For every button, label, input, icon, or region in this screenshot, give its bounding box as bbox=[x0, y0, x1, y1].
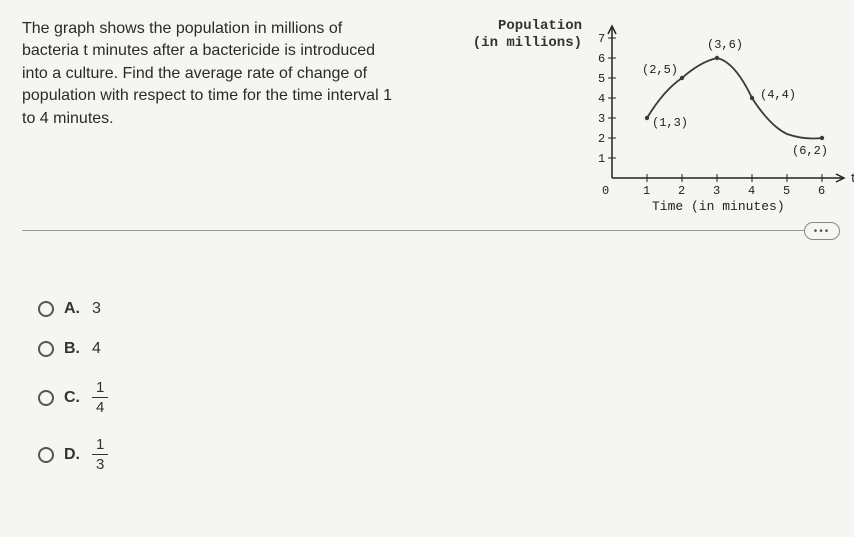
svg-text:3: 3 bbox=[598, 112, 605, 126]
radio-icon[interactable] bbox=[38, 390, 54, 406]
option-label: C. bbox=[64, 389, 82, 407]
x-axis-label: Time (in minutes) bbox=[652, 199, 785, 214]
svg-text:4: 4 bbox=[748, 184, 755, 198]
svg-text:2: 2 bbox=[598, 132, 605, 146]
numerator: 1 bbox=[92, 380, 108, 398]
option-d[interactable]: D. 1 3 bbox=[38, 437, 108, 472]
svg-text:7: 7 bbox=[598, 32, 605, 46]
fraction: 1 3 bbox=[92, 437, 108, 472]
svg-text:2: 2 bbox=[678, 184, 685, 198]
svg-text:6: 6 bbox=[598, 52, 605, 66]
population-chart: t 1 2 3 4 5 6 7 1 2 3 4 5 6 0 bbox=[592, 18, 854, 218]
svg-text:(6,2): (6,2) bbox=[792, 144, 828, 158]
svg-text:(4,4): (4,4) bbox=[760, 88, 796, 102]
svg-text:(1,3): (1,3) bbox=[652, 116, 688, 130]
option-a[interactable]: A. 3 bbox=[38, 300, 108, 318]
radio-icon[interactable] bbox=[38, 341, 54, 357]
option-value: 4 bbox=[92, 340, 101, 358]
svg-text:1: 1 bbox=[643, 184, 650, 198]
fraction: 1 4 bbox=[92, 380, 108, 415]
option-label: D. bbox=[64, 446, 82, 464]
answer-options: A. 3 B. 4 C. 1 4 D. 1 3 bbox=[38, 300, 108, 494]
svg-text:4: 4 bbox=[598, 92, 605, 106]
svg-text:3: 3 bbox=[713, 184, 720, 198]
y-label-line2: (in millions) bbox=[473, 35, 582, 51]
svg-text:6: 6 bbox=[818, 184, 825, 198]
denominator: 3 bbox=[96, 455, 104, 472]
radio-icon[interactable] bbox=[38, 301, 54, 317]
numerator: 1 bbox=[92, 437, 108, 455]
question-text: The graph shows the population in millio… bbox=[22, 18, 392, 130]
denominator: 4 bbox=[96, 398, 104, 415]
more-button[interactable]: ••• bbox=[804, 222, 840, 240]
svg-text:(3,6): (3,6) bbox=[707, 38, 743, 52]
option-b[interactable]: B. 4 bbox=[38, 340, 108, 358]
radio-icon[interactable] bbox=[38, 447, 54, 463]
svg-text:1: 1 bbox=[598, 152, 605, 166]
option-label: A. bbox=[64, 300, 82, 318]
svg-text:5: 5 bbox=[783, 184, 790, 198]
svg-text:(2,5): (2,5) bbox=[642, 63, 678, 77]
chart-area: Population (in millions) t 1 2 3 4 5 6 7 bbox=[412, 18, 832, 130]
y-axis-label: Population (in millions) bbox=[412, 18, 582, 52]
option-c[interactable]: C. 1 4 bbox=[38, 380, 108, 415]
y-label-line1: Population bbox=[498, 18, 582, 34]
svg-text:5: 5 bbox=[598, 72, 605, 86]
divider bbox=[22, 230, 832, 231]
option-value: 3 bbox=[92, 300, 101, 318]
t-label: t bbox=[850, 171, 854, 186]
svg-text:0: 0 bbox=[602, 184, 609, 198]
option-label: B. bbox=[64, 340, 82, 358]
